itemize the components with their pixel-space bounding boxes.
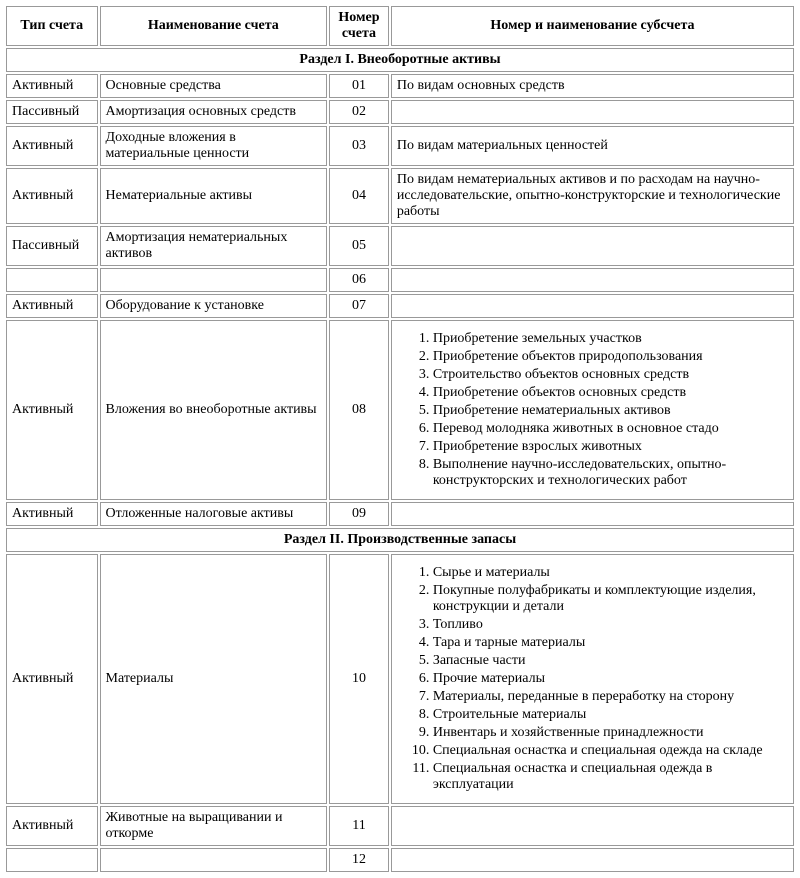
cell-sub xyxy=(391,848,794,872)
table-row: Активный Доходные вложения в материальны… xyxy=(6,126,794,166)
subaccount-list: Приобретение земельных участков Приобрет… xyxy=(397,330,788,490)
cell-name: Материалы xyxy=(100,554,328,804)
cell-type: Активный xyxy=(6,126,98,166)
cell-name: Отложенные налоговые активы xyxy=(100,502,328,526)
table-row: Активный Материалы 10 Сырье и материалы … xyxy=(6,554,794,804)
list-item: Специальная оснастка и специальная одежд… xyxy=(433,760,788,794)
cell-num: 08 xyxy=(329,320,389,500)
subaccount-list: Сырье и материалы Покупные полуфабрикаты… xyxy=(397,564,788,794)
section2-title: Раздел II. Производственные запасы xyxy=(6,528,794,552)
cell-sub: По видам материальных ценностей xyxy=(391,126,794,166)
cell-type: Активный xyxy=(6,554,98,804)
table-row: 06 xyxy=(6,268,794,292)
cell-type: Пассивный xyxy=(6,226,98,266)
table-row: Пассивный Амортизация нематериальных акт… xyxy=(6,226,794,266)
table-row: Активный Вложения во внеоборотные активы… xyxy=(6,320,794,500)
cell-name xyxy=(100,268,328,292)
list-item: Тара и тарные материалы xyxy=(433,634,788,652)
cell-num: 12 xyxy=(329,848,389,872)
list-item: Строительные материалы xyxy=(433,706,788,724)
list-item: Топливо xyxy=(433,616,788,634)
cell-num: 06 xyxy=(329,268,389,292)
cell-num: 04 xyxy=(329,168,389,224)
cell-type: Активный xyxy=(6,320,98,500)
cell-sub: По видам основных средств xyxy=(391,74,794,98)
cell-type xyxy=(6,268,98,292)
cell-sub: Приобретение земельных участков Приобрет… xyxy=(391,320,794,500)
list-item: Приобретение объектов природопользования xyxy=(433,348,788,366)
table-row: Активный Отложенные налоговые активы 09 xyxy=(6,502,794,526)
cell-num: 05 xyxy=(329,226,389,266)
cell-type: Активный xyxy=(6,74,98,98)
cell-sub xyxy=(391,502,794,526)
header-number: Номер счета xyxy=(329,6,389,46)
list-item: Приобретение земельных участков xyxy=(433,330,788,348)
list-item: Приобретение объектов основных средств xyxy=(433,384,788,402)
cell-type xyxy=(6,848,98,872)
cell-sub: Сырье и материалы Покупные полуфабрикаты… xyxy=(391,554,794,804)
table-row: Пассивный Амортизация основных средств 0… xyxy=(6,100,794,124)
cell-name: Оборудование к установке xyxy=(100,294,328,318)
table-row: Активный Животные на выращивании и откор… xyxy=(6,806,794,846)
list-item: Специальная оснастка и специальная одежд… xyxy=(433,742,788,760)
cell-name: Нематериальные активы xyxy=(100,168,328,224)
cell-num: 11 xyxy=(329,806,389,846)
list-item: Строительство объектов основных средств xyxy=(433,366,788,384)
header-type: Тип счета xyxy=(6,6,98,46)
list-item: Сырье и материалы xyxy=(433,564,788,582)
cell-sub xyxy=(391,268,794,292)
cell-num: 03 xyxy=(329,126,389,166)
cell-name xyxy=(100,848,328,872)
cell-num: 10 xyxy=(329,554,389,804)
table-row: 12 xyxy=(6,848,794,872)
list-item: Материалы, переданные в переработку на с… xyxy=(433,688,788,706)
cell-type: Активный xyxy=(6,294,98,318)
table-row: Активный Оборудование к установке 07 xyxy=(6,294,794,318)
table-row: Активный Нематериальные активы 04 По вид… xyxy=(6,168,794,224)
list-item: Прочие материалы xyxy=(433,670,788,688)
cell-sub xyxy=(391,226,794,266)
cell-sub xyxy=(391,294,794,318)
cell-num: 02 xyxy=(329,100,389,124)
list-item: Выполнение научно-исследовательских, опы… xyxy=(433,456,788,490)
cell-num: 07 xyxy=(329,294,389,318)
cell-name: Основные средства xyxy=(100,74,328,98)
section1-title: Раздел I. Внеоборотные активы xyxy=(6,48,794,72)
cell-type: Активный xyxy=(6,168,98,224)
cell-name: Вложения во внеоборотные активы xyxy=(100,320,328,500)
cell-sub: По видам нематериальных активов и по рас… xyxy=(391,168,794,224)
header-row: Тип счета Наименование счета Номер счета… xyxy=(6,6,794,46)
cell-num: 01 xyxy=(329,74,389,98)
table-row: Активный Основные средства 01 По видам о… xyxy=(6,74,794,98)
list-item: Приобретение взрослых животных xyxy=(433,438,788,456)
cell-num: 09 xyxy=(329,502,389,526)
cell-type: Активный xyxy=(6,806,98,846)
cell-name: Амортизация основных средств xyxy=(100,100,328,124)
section-header: Раздел II. Производственные запасы xyxy=(6,528,794,552)
cell-sub xyxy=(391,100,794,124)
list-item: Покупные полуфабрикаты и комплектующие и… xyxy=(433,582,788,616)
list-item: Перевод молодняка животных в основное ст… xyxy=(433,420,788,438)
list-item: Инвентарь и хозяйственные принадлежности xyxy=(433,724,788,742)
cell-sub xyxy=(391,806,794,846)
cell-name: Животные на выращивании и откорме xyxy=(100,806,328,846)
cell-name: Амортизация нематериальных активов xyxy=(100,226,328,266)
accounts-table: Тип счета Наименование счета Номер счета… xyxy=(4,4,796,874)
cell-type: Пассивный xyxy=(6,100,98,124)
header-name: Наименование счета xyxy=(100,6,328,46)
header-sub: Номер и наименование субсчета xyxy=(391,6,794,46)
cell-type: Активный xyxy=(6,502,98,526)
cell-name: Доходные вложения в материальные ценност… xyxy=(100,126,328,166)
list-item: Приобретение нематериальных активов xyxy=(433,402,788,420)
section-header: Раздел I. Внеоборотные активы xyxy=(6,48,794,72)
list-item: Запасные части xyxy=(433,652,788,670)
